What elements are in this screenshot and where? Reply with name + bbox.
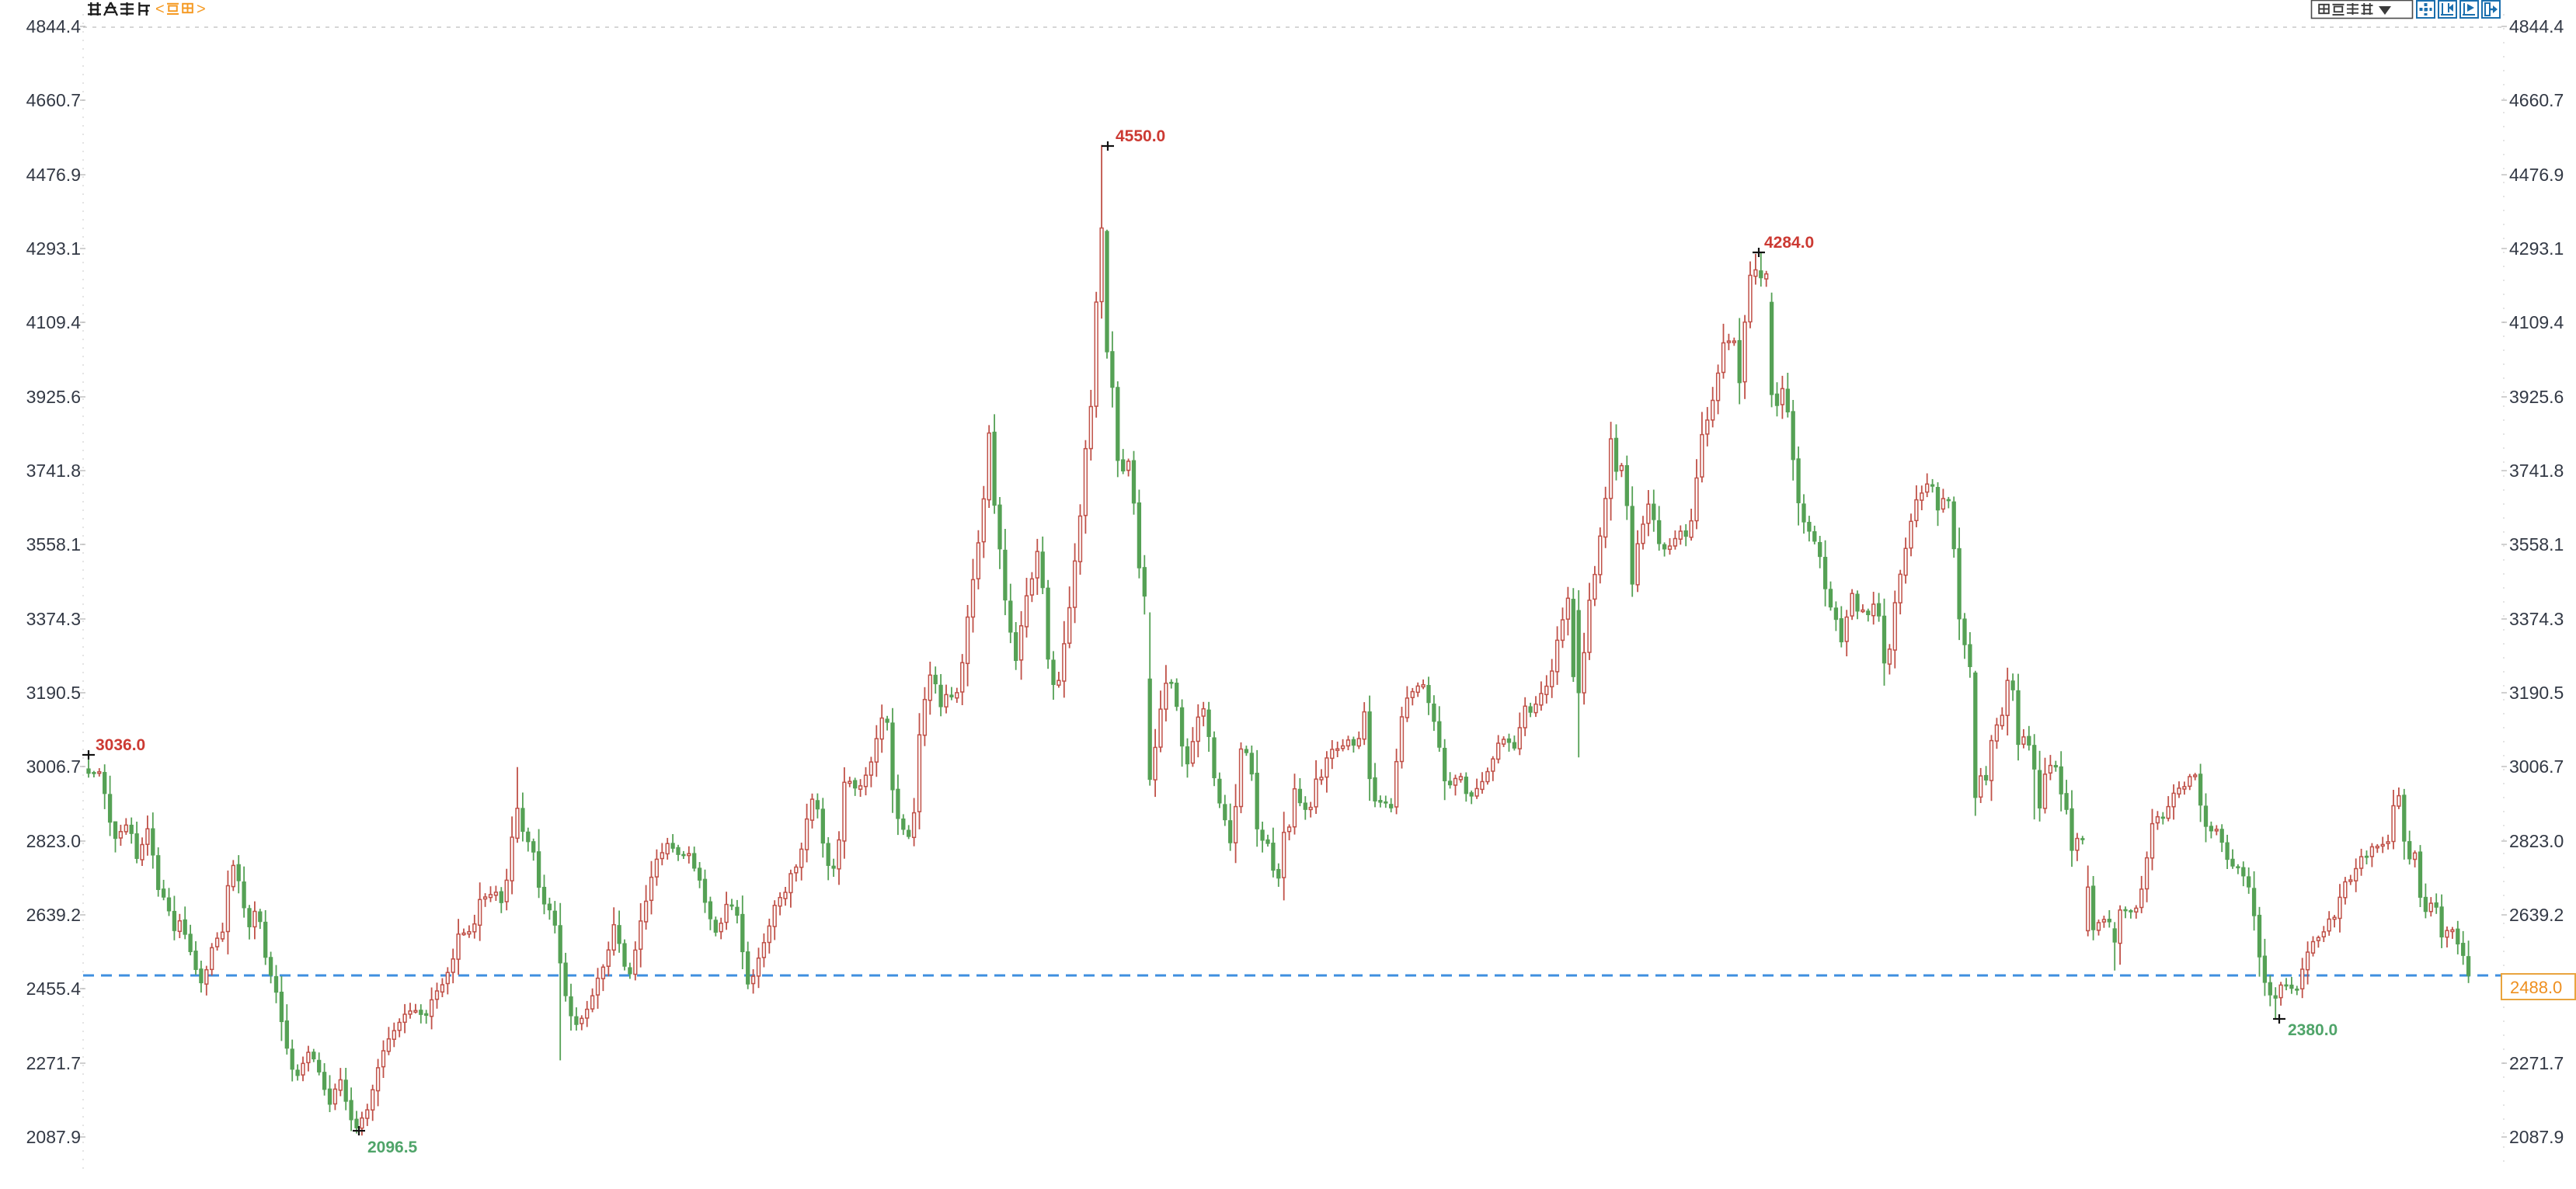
svg-text:3190.5: 3190.5 (26, 683, 81, 703)
svg-text:2455.4: 2455.4 (26, 979, 82, 999)
svg-text:4660.7: 4660.7 (26, 90, 81, 110)
svg-text:3558.1: 3558.1 (2509, 534, 2564, 555)
svg-text:4284.0: 4284.0 (1764, 234, 1814, 252)
svg-text:2096.5: 2096.5 (367, 1139, 418, 1156)
svg-text:4844.4: 4844.4 (2509, 16, 2564, 37)
svg-text:3925.6: 3925.6 (2509, 387, 2564, 407)
svg-text:3925.6: 3925.6 (26, 387, 81, 407)
svg-text:3190.5: 3190.5 (2509, 683, 2564, 703)
svg-text:3374.3: 3374.3 (26, 609, 81, 629)
svg-text:4293.1: 4293.1 (26, 238, 81, 259)
svg-text:4476.9: 4476.9 (2509, 165, 2564, 185)
svg-text:4109.4: 4109.4 (26, 312, 82, 332)
svg-text:3558.1: 3558.1 (26, 534, 81, 555)
svg-text:3036.0: 3036.0 (96, 736, 145, 754)
svg-text:2639.2: 2639.2 (26, 905, 81, 925)
svg-text:2380.0: 2380.0 (2288, 1021, 2338, 1039)
svg-text:<: < (155, 1, 165, 18)
svg-text:>: > (197, 1, 206, 18)
svg-text:2271.7: 2271.7 (26, 1053, 81, 1073)
svg-text:4109.4: 4109.4 (2509, 312, 2564, 332)
svg-text:2488.0: 2488.0 (2510, 978, 2562, 997)
svg-text:2823.0: 2823.0 (26, 831, 81, 851)
svg-text:2639.2: 2639.2 (2509, 905, 2564, 925)
svg-text:2823.0: 2823.0 (2509, 831, 2564, 851)
svg-text:2087.9: 2087.9 (2509, 1127, 2564, 1147)
svg-text:3741.8: 3741.8 (26, 461, 81, 481)
svg-text:3374.3: 3374.3 (2509, 609, 2564, 629)
svg-text:4476.9: 4476.9 (26, 165, 81, 185)
svg-text:2087.9: 2087.9 (26, 1127, 81, 1147)
svg-text:4660.7: 4660.7 (2509, 90, 2564, 110)
svg-text:3006.7: 3006.7 (26, 756, 81, 777)
svg-text:4550.0: 4550.0 (1116, 127, 1165, 145)
svg-text:4293.1: 4293.1 (2509, 238, 2564, 259)
svg-text:3741.8: 3741.8 (2509, 461, 2564, 481)
svg-text:3006.7: 3006.7 (2509, 756, 2564, 777)
svg-text:4844.4: 4844.4 (26, 16, 82, 37)
svg-text:2271.7: 2271.7 (2509, 1053, 2564, 1073)
